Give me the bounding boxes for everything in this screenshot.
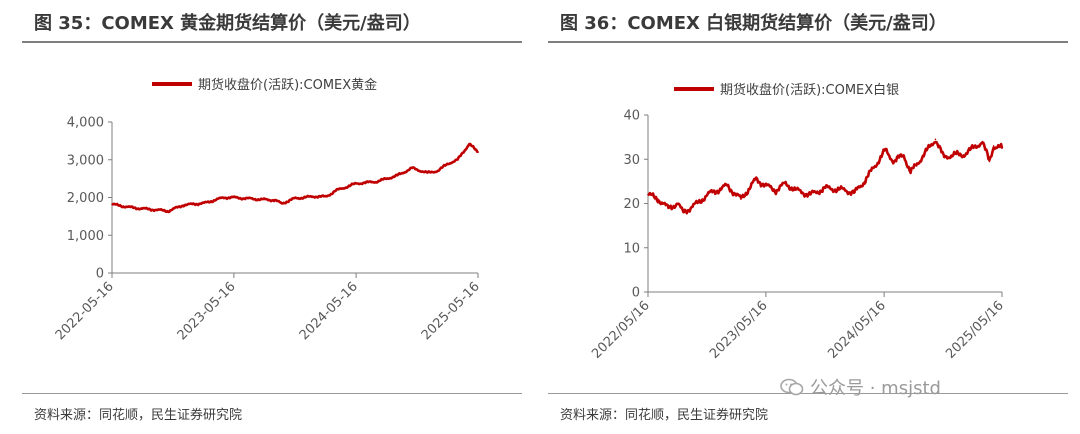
wechat-icon [780,378,804,396]
data-point [794,189,797,192]
data-point [706,193,709,196]
data-point [726,185,728,187]
silver-chart: 期货收盘价(活跃):COMEX白银 0 10 20 30 40 2022/05/16 2023… [589,82,1007,362]
watermark-text: 公众号 · msjstd [810,378,941,399]
data-point [962,154,965,156]
legend-label: 期货收盘价(活跃):COMEX黄金 [198,77,377,93]
data-point [909,171,912,174]
data-point [903,154,905,156]
y-tick-label: 2,000 [67,191,104,206]
watermark: 公众号 · msjstd [780,374,941,400]
data-point [775,189,777,192]
y-tick-label: 1,000 [67,229,104,244]
silver-source-note: 资料来源：同花顺，民生证券研究院 [560,408,769,423]
data-point [456,158,459,161]
gold-source-note: 资料来源：同花顺，民生证券研究院 [34,408,243,423]
data-point [325,195,327,198]
gold-title-rule [22,41,522,43]
data-point [131,206,134,209]
data-point [682,211,684,214]
data-point [111,203,113,206]
gold-footer-rule [22,393,522,394]
data-point [844,189,846,192]
data-point [863,180,866,183]
data-point [696,202,699,205]
legend: 期货收盘价(活跃):COMEX黄金 [152,77,377,93]
data-point [972,147,975,149]
data-point [152,208,154,211]
silver-title-rule [548,41,1068,43]
data-point [992,145,995,147]
y-tick-label: 40 [623,109,640,124]
data-point [1001,147,1003,149]
data-point [952,154,955,156]
data-point [988,160,991,163]
data-point [657,198,659,200]
data-point [854,191,856,194]
data-point [784,182,787,185]
series-line [647,140,1004,215]
data-point [893,160,895,163]
data-point [765,185,767,187]
data-point [934,138,937,141]
gold-chart: 期货收盘价(活跃):COMEX黄金 0 1,000 2,000 3,000 4,000 20… [53,77,483,343]
x-tick-label: 2023-05-16 [175,279,239,343]
data-point [182,204,185,206]
silver-figure-title: 图 36：COMEX 白银期货结算价（美元/盎司） [560,13,947,34]
data-point [809,193,812,196]
data-point [411,167,414,169]
y-tick-label: 20 [623,197,640,212]
y-tick-label: 4,000 [67,116,104,131]
data-point [314,195,317,198]
data-point [396,174,398,177]
series-line [111,142,479,214]
x-tick-label: 2022/05/16 [589,298,653,362]
data-point [253,198,256,200]
data-point [355,182,357,185]
data-point [375,180,378,183]
data-point [981,140,984,143]
data-point [274,199,276,201]
data-point [294,197,297,200]
legend: 期货收盘价(活跃):COMEX白银 [674,82,899,98]
data-point [426,172,429,174]
x-tick-label: 2025/05/16 [943,298,1007,362]
data-point [884,149,887,152]
data-point [755,178,758,180]
y-tick-label: 3,000 [67,153,104,168]
y-tick-label: 0 [96,267,104,282]
data-point [280,202,283,205]
data-point [447,162,450,165]
data-point [942,156,945,158]
data-point [167,210,170,212]
data-point [223,196,225,199]
data-point [203,202,205,204]
data-point [468,143,471,145]
data-point [647,193,649,196]
x-tick-label: 2025-05-16 [419,279,483,343]
silver-footer-rule [548,393,1068,394]
data-point [233,196,235,199]
data-point [740,198,742,200]
y-tick-label: 10 [623,241,640,256]
data-point [437,169,439,172]
x-tick-label: 2024-05-16 [297,279,361,343]
data-point [923,154,925,156]
data-point [334,189,337,192]
data-point [666,207,669,209]
x-tick-label: 2022-05-16 [53,279,117,343]
legend-label: 期货收盘价(活跃):COMEX白银 [720,82,899,98]
x-tick-label: 2023/05/16 [707,298,771,362]
data-point [676,202,679,205]
data-point [477,151,479,153]
y-tick-label: 0 [632,286,640,301]
x-tick-label: 2024/05/16 [825,298,889,362]
gold-figure-title: 图 35：COMEX 黄金期货结算价（美元/盎司） [34,13,421,34]
y-tick-label: 30 [623,153,640,168]
data-point [824,187,827,189]
